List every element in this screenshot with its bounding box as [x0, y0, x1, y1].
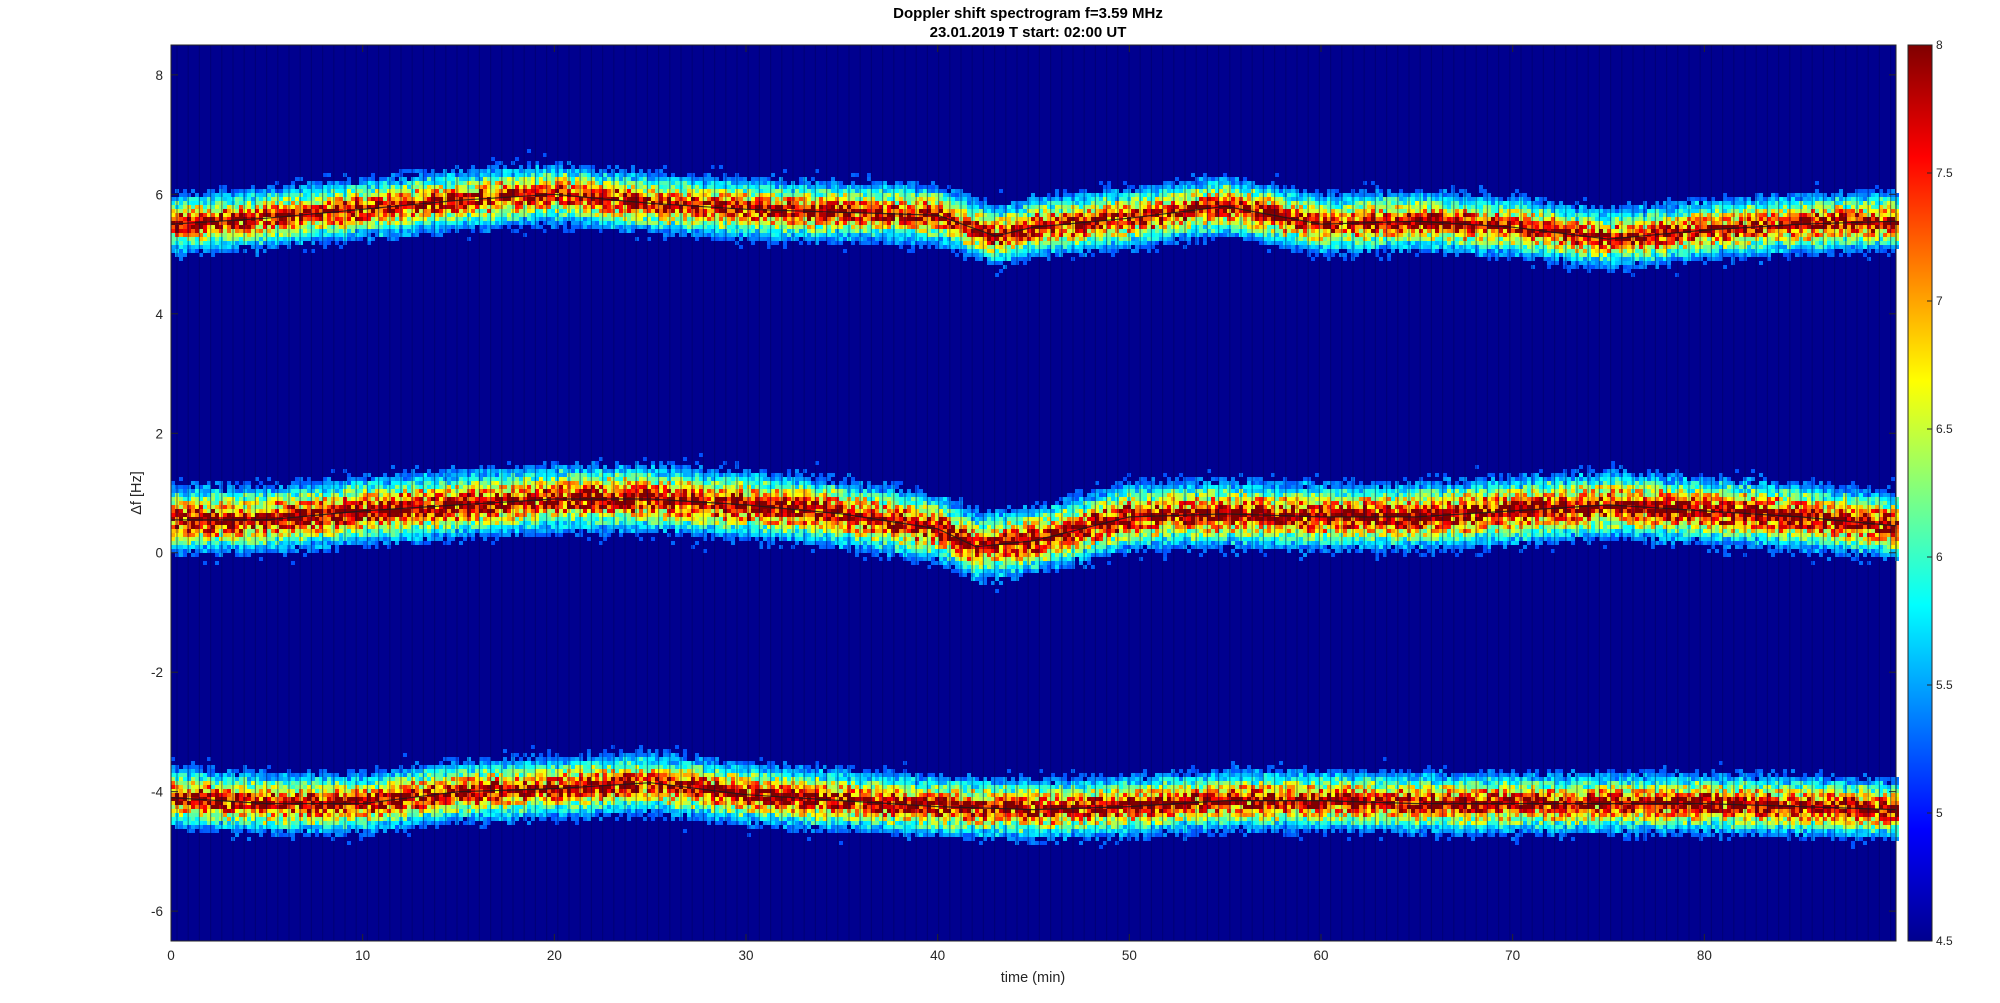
- spectrogram-heatmap: [171, 149, 1899, 849]
- colorbar-tick-label: 5: [1936, 806, 1943, 820]
- colorbar-tick-label: 4.5: [1936, 934, 1953, 948]
- y-axis-label: Δf [Hz]: [129, 471, 145, 515]
- colorbar-tick-label: 8: [1936, 38, 1943, 52]
- colorbar: [1907, 44, 1933, 942]
- y-tick-label: 4: [155, 307, 163, 322]
- colorbar-tick-label: 7: [1936, 294, 1943, 308]
- colorbar-tick-label: 6.5: [1936, 422, 1953, 436]
- peak-trace-2: [171, 498, 1897, 548]
- x-tick-label: 80: [1697, 948, 1712, 963]
- plot-frame: [170, 44, 1897, 942]
- x-tick-label: 30: [738, 948, 753, 963]
- x-tick-label: 50: [1122, 948, 1137, 963]
- colorbar-tick-label: 7.5: [1936, 166, 1953, 180]
- x-axis-label: time (min): [1001, 970, 1065, 986]
- x-tick-label: 10: [355, 948, 370, 963]
- y-tick-label: 0: [155, 546, 163, 561]
- chart-subtitle: 23.01.2019 T start: 02:00 UT: [930, 24, 1127, 41]
- y-tick-label: 2: [155, 426, 163, 441]
- peak-trace-1: [170, 193, 1897, 240]
- y-axis: -6 -4 -2 0 2 4 6 8: [151, 68, 1896, 919]
- y-tick-label: -4: [151, 785, 163, 800]
- y-tick-label: -6: [151, 904, 163, 919]
- y-tick-label: -2: [151, 665, 163, 680]
- x-tick-label: 70: [1505, 948, 1520, 963]
- x-tick-label: 0: [167, 948, 175, 963]
- chart-title: Doppler shift spectrogram f=3.59 MHz: [893, 5, 1163, 22]
- colorbar-tick-label: 5.5: [1936, 678, 1953, 692]
- x-tick-label: 60: [1313, 948, 1328, 963]
- y-tick-label: 6: [155, 187, 163, 202]
- colorbar-tick-label: 6: [1936, 550, 1943, 564]
- x-tick-label: 40: [930, 948, 945, 963]
- x-axis: 0 10 20 30 40 50 60 70 80: [167, 45, 1712, 963]
- x-tick-label: 20: [547, 948, 562, 963]
- peak-traces: [170, 193, 1897, 811]
- colorbar-ticks: 4.5 5 5.5 6 6.5 7 7.5 8: [1927, 38, 1953, 948]
- peak-trace-3: [170, 782, 1897, 811]
- y-tick-label: 8: [155, 68, 163, 83]
